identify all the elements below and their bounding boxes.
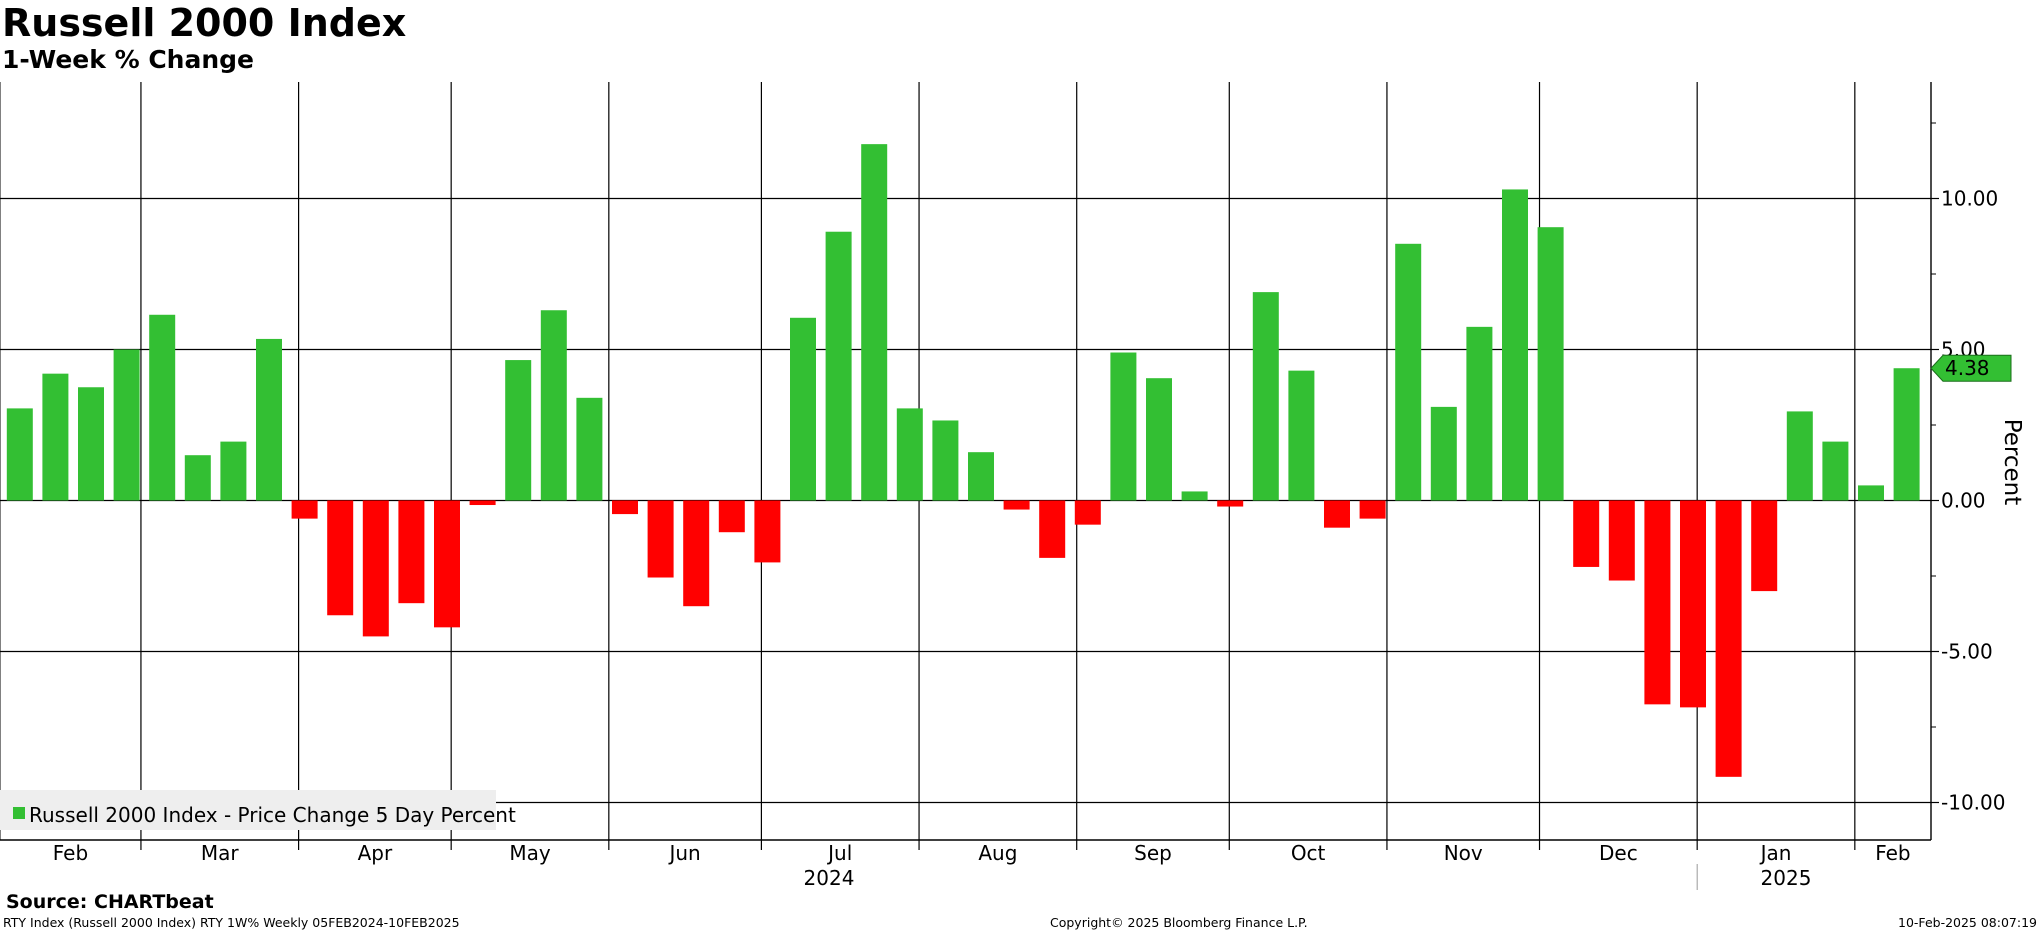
bar — [1537, 227, 1564, 501]
bar — [540, 310, 567, 501]
grid-layer — [0, 82, 1931, 840]
legend-label: Russell 2000 Index - Price Change 5 Day … — [29, 803, 516, 827]
bar — [113, 349, 140, 501]
x-month-label: Jul — [826, 841, 852, 865]
x-month-label: Mar — [201, 841, 240, 865]
bar — [1110, 352, 1137, 501]
label-layer: Feb Mar Apr May Jun Jul Aug Sep Oct Nov Dec Jan Feb 2… — [0, 354, 2025, 890]
bar — [1822, 441, 1849, 501]
legend-swatch — [13, 807, 25, 819]
bar — [861, 144, 888, 501]
x-month-label: Jun — [667, 841, 700, 865]
bar — [220, 441, 247, 501]
x-month-label: Sep — [1134, 841, 1172, 865]
bar — [754, 500, 781, 563]
footer-ticker-info: RTY Index (Russell 2000 Index) RTY 1W% W… — [3, 915, 460, 930]
bar — [896, 408, 923, 501]
footer-copyright: Copyright© 2025 Bloomberg Finance L.P. — [1050, 915, 1308, 930]
bar — [256, 338, 282, 501]
bar — [1181, 491, 1208, 501]
bar — [149, 314, 176, 501]
y-axis-title: Percent — [1999, 419, 2025, 506]
chart-subtitle: 1-Week % Change — [2, 45, 254, 74]
bar — [6, 408, 33, 501]
bar — [1751, 500, 1778, 592]
x-month-label: Feb — [1875, 841, 1910, 865]
chart-title: Russell 2000 Index — [2, 1, 407, 45]
x-month-label: May — [509, 841, 551, 865]
bar — [1858, 485, 1884, 501]
bar — [790, 317, 816, 501]
y-tick-label: -10.00 — [1941, 791, 2005, 815]
bar — [1644, 500, 1671, 705]
x-month-label: Aug — [978, 841, 1017, 865]
bar — [576, 397, 603, 501]
bar — [1039, 500, 1066, 558]
bar — [932, 420, 959, 501]
bar — [1893, 368, 1920, 501]
bar — [683, 500, 710, 607]
bar — [1359, 500, 1386, 519]
bar — [505, 360, 532, 501]
x-month-label: Nov — [1444, 841, 1483, 865]
bar — [1146, 378, 1172, 501]
bar — [1217, 500, 1244, 507]
bar — [1502, 189, 1528, 501]
x-month-label: Apr — [358, 841, 393, 865]
last-value-label: 4.38 — [1945, 356, 1990, 380]
bar — [612, 500, 638, 515]
bar-layer — [6, 144, 1920, 777]
bar — [1680, 500, 1706, 708]
bar — [1786, 411, 1813, 501]
bar — [1395, 243, 1422, 501]
bar — [1608, 500, 1635, 581]
x-month-label: Oct — [1291, 841, 1326, 865]
bar — [78, 387, 104, 501]
bar — [1324, 500, 1350, 528]
bar — [1288, 370, 1315, 501]
bar — [362, 500, 389, 637]
legend-box — [0, 790, 496, 830]
bar — [647, 500, 674, 578]
bar — [291, 500, 318, 519]
bar — [1003, 500, 1030, 510]
x-year-label: 2025 — [1761, 866, 1812, 890]
bar — [825, 231, 852, 501]
bar — [1430, 406, 1457, 501]
y-tick-label: 10.00 — [1941, 187, 1998, 211]
x-month-label: Feb — [53, 841, 88, 865]
y-tick-label: 0.00 — [1941, 489, 1986, 513]
x-month-label: Dec — [1599, 841, 1638, 865]
y-tick-label: -5.00 — [1941, 640, 1993, 664]
bar — [469, 500, 496, 506]
bar — [718, 500, 745, 533]
bar — [327, 500, 354, 616]
last-value-marker — [1930, 354, 2012, 382]
bar — [968, 452, 994, 501]
bar — [1715, 500, 1742, 777]
bar — [42, 373, 69, 501]
x-month-label: Jan — [1759, 841, 1792, 865]
footer-timestamp: 10-Feb-2025 08:07:19 — [1898, 915, 2037, 930]
bar — [184, 455, 211, 501]
bar — [1074, 500, 1101, 525]
bar — [1573, 500, 1600, 567]
bar — [434, 500, 460, 628]
bar — [398, 500, 425, 604]
x-year-label: 2024 — [804, 866, 855, 890]
bar — [1252, 292, 1279, 501]
source-note: Source: CHARTbeat — [6, 891, 214, 913]
bar — [1466, 326, 1493, 501]
